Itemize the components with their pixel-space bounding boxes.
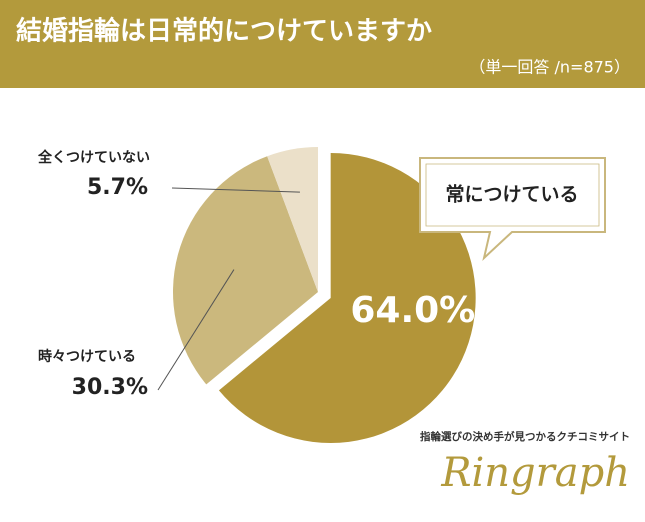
callout-inner (425, 163, 600, 227)
pie-slice (172, 156, 318, 385)
value-label: 30.3% (72, 375, 148, 400)
pie-slice (267, 147, 318, 292)
value-label: 5.7% (87, 175, 148, 200)
chart-subtitle: （単一回答 /n=875） (469, 58, 630, 77)
callout-box (419, 157, 606, 261)
category-label: 時々つけている (38, 348, 136, 365)
leader-line (171, 187, 300, 193)
value-label: 64.0% (350, 290, 475, 331)
tagline: 指輪選びの決め手が見つかるクチコミサイト (420, 430, 630, 443)
category-label: 常につけている (445, 183, 578, 206)
header-band (0, 0, 645, 88)
category-label: 全くつけていない (37, 149, 150, 166)
pie-slice (218, 152, 476, 443)
chart-title: 結婚指輪は日常的につけていますか (16, 16, 432, 47)
logo: Ringraph (440, 450, 630, 496)
leader-line (157, 269, 235, 391)
